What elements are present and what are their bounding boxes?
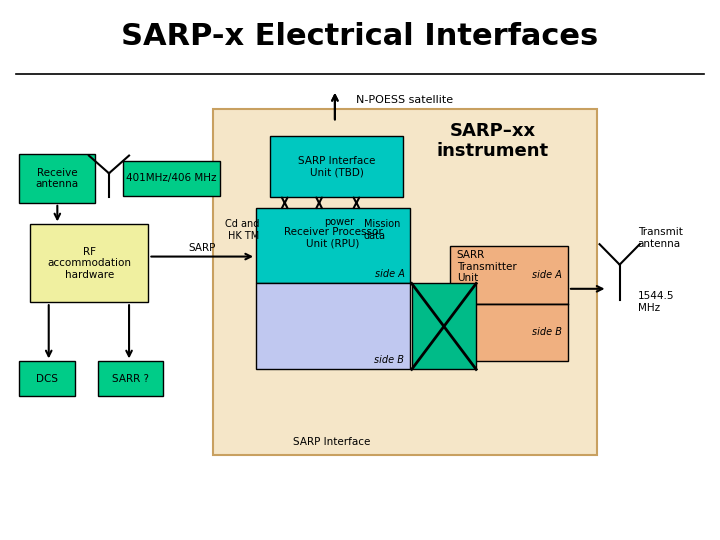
Text: SARP Interface
Unit (TBD): SARP Interface Unit (TBD)	[298, 156, 375, 177]
Text: power: power	[324, 217, 354, 227]
Text: SARP Interface: SARP Interface	[292, 437, 370, 447]
FancyBboxPatch shape	[256, 284, 410, 369]
Text: SARP-x Electrical Interfaces: SARP-x Electrical Interfaces	[122, 22, 598, 51]
Text: 401MHz/406 MHz: 401MHz/406 MHz	[127, 173, 217, 184]
Text: side A: side A	[374, 269, 405, 279]
Text: SARP–xx
instrument: SARP–xx instrument	[436, 122, 549, 160]
FancyBboxPatch shape	[98, 361, 163, 396]
FancyBboxPatch shape	[19, 361, 76, 396]
Text: side A: side A	[532, 269, 562, 280]
Text: SARR ?: SARR ?	[112, 374, 149, 384]
Text: N-POESS satellite: N-POESS satellite	[356, 96, 454, 105]
FancyBboxPatch shape	[450, 303, 568, 361]
Text: SARP: SARP	[189, 243, 216, 253]
FancyBboxPatch shape	[412, 284, 476, 369]
Text: Receive
antenna: Receive antenna	[35, 168, 78, 190]
Text: SARR
Transmitter
Unit: SARR Transmitter Unit	[456, 250, 516, 284]
Text: DCS: DCS	[36, 374, 58, 384]
Text: RF
accommodation
hardware: RF accommodation hardware	[48, 247, 131, 280]
Text: 1544.5
MHz: 1544.5 MHz	[638, 292, 674, 313]
FancyBboxPatch shape	[123, 161, 220, 196]
FancyBboxPatch shape	[450, 246, 568, 303]
FancyBboxPatch shape	[30, 224, 148, 302]
Text: Cd and
HK TM: Cd and HK TM	[225, 219, 260, 240]
FancyBboxPatch shape	[256, 208, 410, 284]
Text: Mission
data: Mission data	[364, 219, 400, 240]
FancyBboxPatch shape	[270, 136, 403, 198]
Text: Transmit
antenna: Transmit antenna	[638, 227, 683, 248]
FancyBboxPatch shape	[19, 154, 94, 203]
Text: Receiver Processor
Unit (RPU): Receiver Processor Unit (RPU)	[284, 227, 382, 248]
Text: side B: side B	[532, 327, 562, 338]
FancyBboxPatch shape	[213, 109, 597, 455]
Text: side B: side B	[374, 355, 405, 365]
